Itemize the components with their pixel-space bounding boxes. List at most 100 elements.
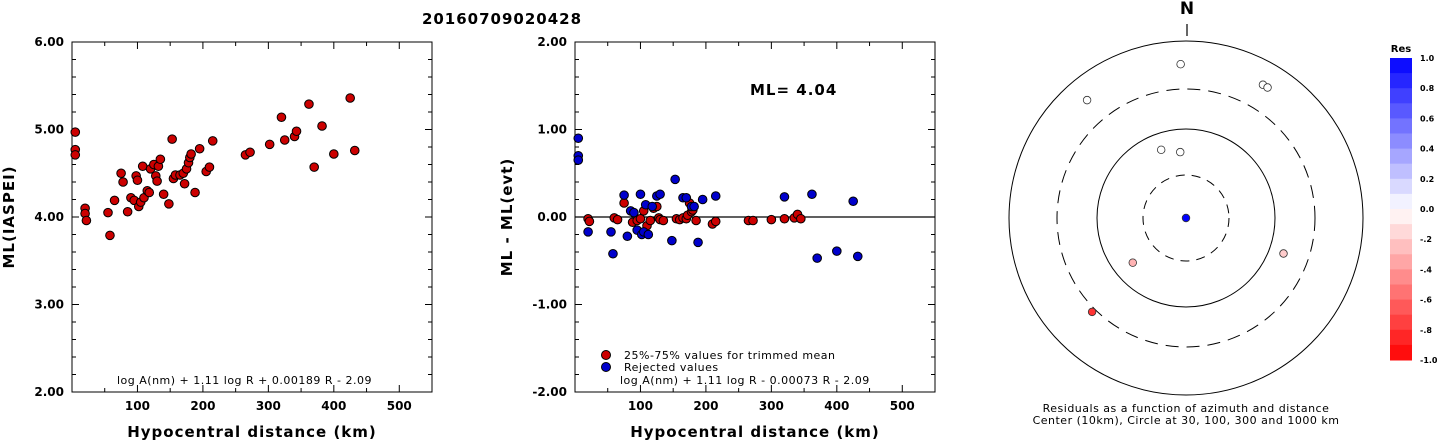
colorbar-tick-label: -.8 [1420, 326, 1432, 335]
colorbar-segment [1390, 269, 1412, 285]
data-point [190, 187, 200, 198]
ring-30km [1142, 174, 1230, 262]
ml-value-annotation: ML= 4.04 [750, 81, 837, 99]
data-point [329, 149, 339, 159]
data-point [643, 229, 654, 240]
colorbar-tick-label: -.6 [1420, 296, 1432, 305]
axis-ticks: -2.00 -1.00 0.00 1.00 2.00 100 200 300 400 500 [532, 35, 935, 413]
data-point [691, 215, 701, 226]
y-tick-label: -1.00 [532, 298, 567, 312]
data-point [635, 213, 646, 224]
colorbar-tick-label: -.4 [1420, 265, 1432, 274]
data-point [710, 216, 721, 227]
data-point [619, 190, 629, 200]
data-point [132, 175, 143, 186]
data-point [583, 227, 593, 237]
data-point [137, 161, 148, 172]
data-point [748, 215, 758, 226]
panel-residual-vs-distance: -2.00 -1.00 0.00 1.00 2.00 100 200 300 400 500 Hy… [498, 35, 936, 441]
data-point [279, 135, 290, 145]
x-tick-label: 200 [190, 399, 215, 413]
ring-300km [1056, 88, 1316, 348]
colorbar-segment [1390, 314, 1412, 331]
data-point [276, 112, 287, 123]
data-point [645, 215, 656, 226]
colorbar-tick-label: 0.8 [1420, 84, 1435, 93]
x-tick-label: 100 [125, 399, 150, 413]
x-tick-label: 200 [693, 399, 718, 413]
x-tick-label: 400 [824, 399, 849, 413]
x-tick-label: 500 [890, 399, 915, 413]
station-point [1181, 213, 1191, 223]
station-point [1087, 307, 1097, 317]
colorbar-segment [1390, 224, 1412, 240]
panel-ml-vs-distance: 2.00 3.00 4.00 5.00 6.00 100 200 300 400 500 Hypo… [0, 35, 433, 441]
formula-annotation: log A(nm) + 1.11 log R - 0.00073 R - 2.0… [620, 374, 870, 387]
station-point [1263, 83, 1272, 92]
legend: 25%-75% values for trimmed mean Rejected… [601, 349, 836, 374]
colorbar-tick-label: 0.0 [1420, 205, 1435, 214]
colorbar: 1.0 0.8 0.6 0.4 0.2 0.0 -.2 -.4 -.6 -.8 -1.0 [1390, 54, 1437, 365]
data-point [848, 196, 858, 207]
data-point [779, 213, 790, 224]
data-point [194, 143, 205, 154]
colorbar-tick-label: -1.0 [1420, 356, 1437, 365]
colorbar-tick-label: 1.0 [1420, 54, 1435, 63]
colorbar-segment [1390, 178, 1412, 195]
data-point [118, 177, 128, 187]
colorbar-segment [1390, 88, 1412, 104]
colorbar-segment [1390, 239, 1412, 255]
data-point [144, 187, 155, 198]
data-point [622, 231, 633, 242]
data-point [689, 201, 699, 212]
y-tick-label: 1.00 [537, 123, 567, 137]
station-points [1082, 60, 1288, 317]
colorbar-tick-label: -.2 [1420, 235, 1432, 244]
data-point [245, 147, 255, 158]
colorbar-segment [1390, 284, 1412, 301]
caption-line-2: Center (10km), Circle at 30, 100, 300 an… [1033, 414, 1340, 427]
y-tick-label: 4.00 [34, 210, 64, 224]
data-point [710, 191, 721, 201]
colorbar-segment [1390, 58, 1412, 74]
legend-marker-rejected [601, 362, 611, 372]
data-point [155, 154, 166, 165]
y-axis-label: ML - ML(evt) [498, 158, 516, 276]
data-point [304, 99, 314, 109]
data-point [667, 235, 677, 246]
data-point [152, 176, 162, 186]
x-axis-label: Hypocentral distance (km) [630, 423, 880, 441]
data-point [207, 136, 218, 146]
station-point [1128, 258, 1137, 267]
axis-ticks: 2.00 3.00 4.00 5.00 6.00 100 200 300 400 500 [34, 35, 432, 413]
data-point [670, 174, 680, 185]
x-tick-label: 300 [256, 399, 281, 413]
colorbar-segment [1390, 299, 1412, 316]
data-point [852, 251, 863, 262]
data-point [345, 93, 355, 103]
data-point [766, 214, 777, 225]
data-point [779, 192, 790, 202]
colorbar-segment [1390, 329, 1412, 346]
figure-title: 20160709020428 [422, 10, 582, 28]
x-tick-label: 400 [321, 399, 346, 413]
data-point [349, 145, 360, 156]
colorbar-tick-label: 0.6 [1420, 114, 1435, 123]
data-point [573, 133, 584, 144]
colorbar-segment [1390, 73, 1412, 89]
data-point [612, 214, 623, 225]
colorbar-segment [1390, 118, 1412, 134]
ring-1000km [1008, 40, 1364, 396]
data-point [179, 178, 190, 189]
data-point [832, 246, 842, 256]
caption-line-1: Residuals as a function of azimuth and d… [1043, 402, 1330, 415]
colorbar-segment [1390, 193, 1412, 210]
colorbar-segment [1390, 103, 1412, 119]
x-tick-label: 300 [759, 399, 784, 413]
data-point [186, 149, 196, 159]
data-point [812, 253, 822, 263]
y-axis-label: ML(IASPEI) [0, 165, 18, 268]
legend-label-trimmed: 25%-75% values for trimmed mean [624, 349, 836, 362]
data-point [164, 199, 174, 209]
